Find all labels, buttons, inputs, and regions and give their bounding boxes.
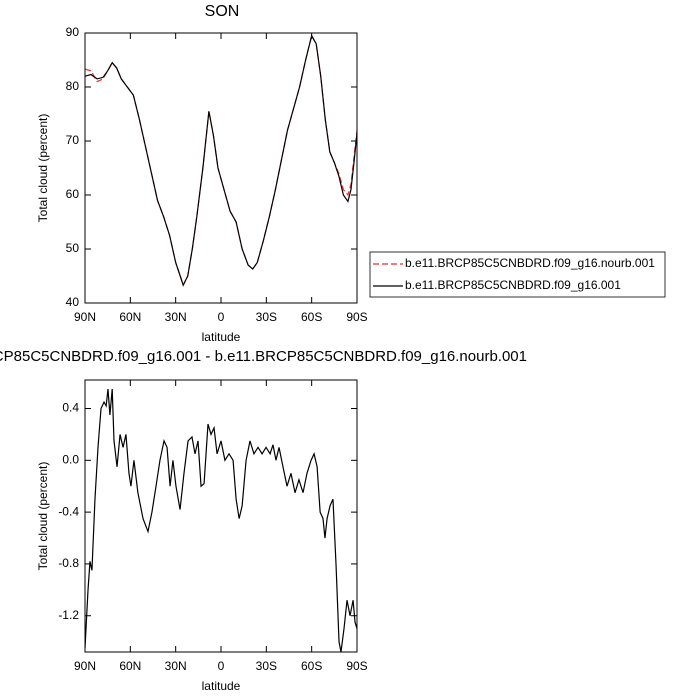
- y-tick-label: 0.0: [62, 452, 79, 466]
- x-tick-label: 30S: [256, 310, 277, 324]
- x-tick-label: 60N: [119, 659, 141, 673]
- y-tick-label: -0.8: [58, 556, 79, 570]
- y-tick-label: 80: [66, 79, 80, 93]
- x-tick-label: 60S: [301, 310, 322, 324]
- x-tick-label: 30N: [165, 659, 187, 673]
- legend-box: [369, 251, 666, 298]
- plot-frame: [84, 379, 358, 653]
- x-tick-label: 0: [218, 310, 225, 324]
- data-line: [84, 389, 358, 653]
- y-tick-label: 70: [66, 133, 80, 147]
- chart-title: SON: [205, 3, 240, 20]
- x-tick-label: 90S: [346, 659, 367, 673]
- x-tick-label: 0: [218, 659, 225, 673]
- y-axis-label: Total cloud (percent): [36, 114, 50, 223]
- y-tick-label: 60: [66, 187, 80, 201]
- legend-label: b.e11.BRCP85C5CNBDRD.f09_g16.nourb.001: [405, 256, 655, 270]
- x-axis-label: latitude: [202, 330, 241, 344]
- x-tick-label: 60S: [301, 659, 322, 673]
- x-tick-label: 90N: [74, 310, 96, 324]
- chart-title: b.e11.BRCP85C5CNBDRD.f09_g16.001 - b.e11…: [0, 348, 527, 365]
- y-tick-label: 50: [66, 241, 80, 255]
- y-axis-label: Total cloud (percent): [36, 462, 50, 571]
- y-tick-label: 90: [66, 25, 80, 39]
- x-tick-label: 60N: [119, 310, 141, 324]
- x-tick-label: 30N: [165, 310, 187, 324]
- y-tick-label: 40: [66, 295, 80, 309]
- x-tick-label: 90N: [74, 659, 96, 673]
- legend-label: b.e11.BRCP85C5CNBDRD.f09_g16.001: [405, 278, 621, 292]
- y-tick-label: -0.4: [58, 504, 79, 518]
- plot-frame: [84, 32, 358, 304]
- x-tick-label: 30S: [256, 659, 277, 673]
- y-tick-label: -1.2: [58, 608, 79, 622]
- x-tick-label: 90S: [346, 310, 367, 324]
- x-axis-label: latitude: [202, 679, 241, 693]
- y-tick-label: 0.4: [62, 401, 79, 415]
- data-line: [84, 34, 358, 287]
- data-line: [84, 34, 358, 287]
